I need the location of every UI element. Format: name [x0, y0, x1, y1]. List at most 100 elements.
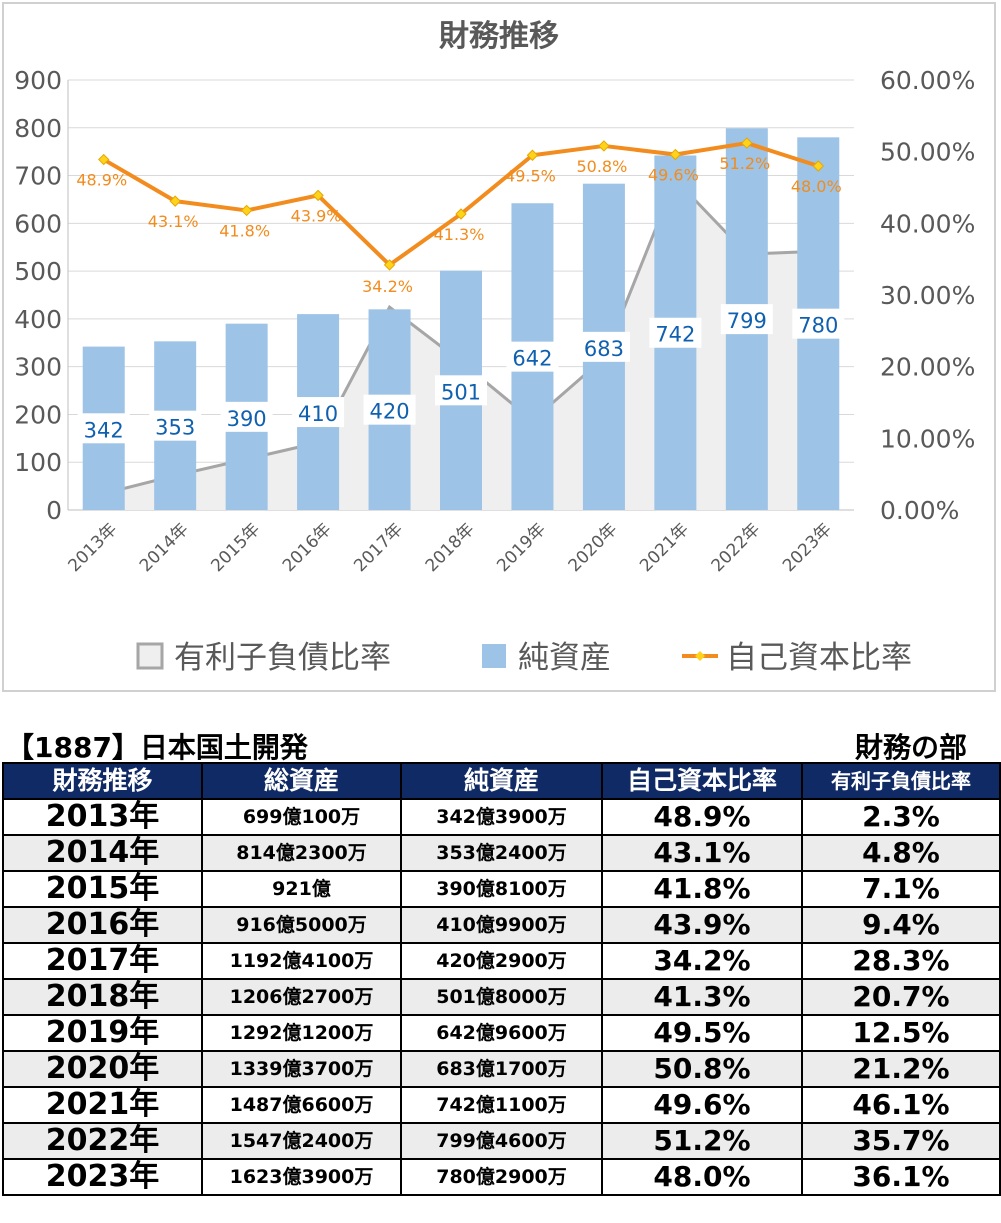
net-assets-cell: 683億1700万 — [400, 1050, 603, 1088]
equity-ratio-cell: 43.9% — [601, 906, 803, 944]
line-marker — [669, 148, 682, 161]
line-value-label: 43.1% — [148, 212, 199, 231]
debt-ratio-cell: 28.3% — [801, 942, 1001, 980]
bar-value-label: 420 — [369, 400, 409, 424]
bar-label-background — [292, 397, 345, 428]
equity-ratio-cell: 49.6% — [601, 1086, 803, 1124]
y2-axis-tick-label: 40.00% — [880, 209, 975, 238]
x-axis-tick-label: 2013年 — [65, 519, 122, 576]
table-row: 2020年 1339億3700万 683億1700万 50.8% 21.2% — [2, 1050, 1001, 1088]
line-value-label: 43.9% — [291, 206, 342, 225]
bar-label-background — [649, 317, 702, 348]
line-marker — [455, 208, 467, 220]
x-axis-tick-label: 2017年 — [350, 519, 407, 576]
equity-ratio-cell: 34.2% — [601, 942, 803, 980]
bar-label-background — [506, 341, 559, 372]
section-title: 財務の部 — [854, 731, 967, 764]
line-value-label: 49.5% — [505, 166, 556, 185]
bar-value-label: 642 — [512, 347, 552, 371]
legend-label: 自己資本比率 — [726, 640, 912, 676]
bar-label-background — [77, 413, 130, 444]
year-cell: 2021年 — [2, 1086, 203, 1124]
year-cell: 2014年 — [2, 834, 203, 872]
net-assets-cell: 780億2900万 — [400, 1158, 603, 1196]
y-axis-tick-label: 300 — [14, 353, 62, 382]
bar-value-label: 353 — [155, 416, 195, 440]
bar-label-background — [220, 401, 273, 432]
year-cell: 2013年 — [2, 798, 203, 836]
year-cell: 2023年 — [2, 1158, 203, 1196]
y-axis-tick-label: 900 — [14, 66, 62, 95]
legend-marker — [695, 651, 705, 661]
bar-value-label: 501 — [441, 380, 481, 404]
bar-label-background — [792, 308, 845, 339]
net-assets-cell: 390億8100万 — [400, 870, 603, 908]
line-marker — [383, 259, 396, 271]
company-title: 【1887】日本国土開発 — [6, 731, 308, 764]
y2-axis-tick-label: 20.00% — [880, 353, 975, 382]
area-series-fill — [103, 179, 819, 510]
year-cell: 2015年 — [2, 870, 203, 908]
table-row: 2017年 1192億4100万 420億2900万 34.2% 28.3% — [2, 942, 1001, 980]
legend-label: 有利子負債比率 — [174, 640, 391, 676]
year-cell: 2019年 — [2, 1014, 203, 1052]
line-value-label: 48.9% — [76, 171, 127, 190]
line-value-label: 51.2% — [719, 154, 770, 173]
x-axis-tick-label: 2019年 — [493, 519, 550, 576]
net-assets-cell: 342億3900万 — [400, 798, 603, 836]
line-marker — [312, 189, 324, 202]
net-assets-cell: 742億1100万 — [400, 1086, 603, 1124]
line-marker — [98, 153, 110, 166]
y2-axis-tick-label: 50.00% — [880, 138, 975, 167]
bar-value-label: 342 — [84, 418, 124, 442]
equity-ratio-cell: 43.1% — [601, 834, 803, 872]
legend-swatch-debt-ratio — [136, 642, 164, 670]
bar-label-background — [435, 375, 487, 406]
total-assets-cell: 921億 — [201, 870, 402, 908]
y2-axis-tick-label: 10.00% — [880, 424, 975, 453]
y-axis-tick-label: 0 — [46, 496, 62, 525]
line-value-label: 48.0% — [791, 177, 842, 196]
net-assets-cell: 799億4600万 — [400, 1122, 603, 1160]
equity-ratio-cell: 51.2% — [601, 1122, 803, 1160]
net-assets-cell: 353億2400万 — [400, 834, 603, 872]
x-axis-tick-label: 2023年 — [779, 519, 836, 576]
table-row: 2021年 1487億6600万 742億1100万 49.6% 46.1% — [2, 1086, 1001, 1124]
x-axis-tick-label: 2015年 — [207, 519, 264, 576]
debt-ratio-cell: 2.3% — [801, 798, 1001, 836]
bar-value-label: 799 — [727, 309, 767, 333]
line-value-label: 34.2% — [362, 277, 413, 296]
y-axis-tick-label: 100 — [14, 448, 62, 477]
x-axis-tick-label: 2022年 — [708, 519, 765, 576]
year-cell: 2020年 — [2, 1050, 203, 1088]
y-axis-tick-label: 700 — [14, 162, 62, 191]
line-value-label: 41.8% — [219, 221, 270, 240]
x-axis-tick-label: 2020年 — [565, 519, 622, 576]
year-cell: 2017年 — [2, 942, 203, 980]
header-total-assets: 総資産 — [201, 762, 402, 800]
debt-ratio-cell: 20.7% — [801, 978, 1001, 1016]
bar-label-background — [363, 394, 416, 425]
header-equity-ratio: 自己資本比率 — [601, 762, 803, 800]
financial-table: 財務推移 総資産 純資産 自己資本比率 有利子負債比率 2013年 699億10… — [2, 762, 1001, 1196]
table-row: 2014年 814億2300万 353億2400万 43.1% 4.8% — [2, 834, 1001, 872]
bar-value-label: 390 — [227, 407, 267, 431]
y-axis-tick-label: 400 — [14, 305, 62, 334]
bar-label-background — [720, 304, 773, 335]
year-cell: 2016年 — [2, 906, 203, 944]
debt-ratio-cell: 9.4% — [801, 906, 1001, 944]
y2-axis-tick-label: 60.00% — [880, 66, 975, 95]
total-assets-cell: 814億2300万 — [201, 834, 402, 872]
equity-ratio-cell: 50.8% — [601, 1050, 803, 1088]
debt-ratio-cell: 36.1% — [801, 1158, 1001, 1196]
line-value-label: 49.6% — [648, 166, 699, 185]
total-assets-cell: 1623億3900万 — [201, 1158, 402, 1196]
debt-ratio-cell: 7.1% — [801, 870, 1001, 908]
y2-axis-tick-label: 30.00% — [880, 281, 975, 310]
debt-ratio-cell: 21.2% — [801, 1050, 1001, 1088]
y2-axis-tick-label: 0.00% — [880, 496, 959, 525]
line-marker — [169, 195, 181, 207]
table-row: 2013年 699億100万 342億3900万 48.9% 2.3% — [2, 798, 1001, 836]
legend-swatch-net-assets — [482, 644, 506, 668]
total-assets-cell: 1339億3700万 — [201, 1050, 402, 1088]
